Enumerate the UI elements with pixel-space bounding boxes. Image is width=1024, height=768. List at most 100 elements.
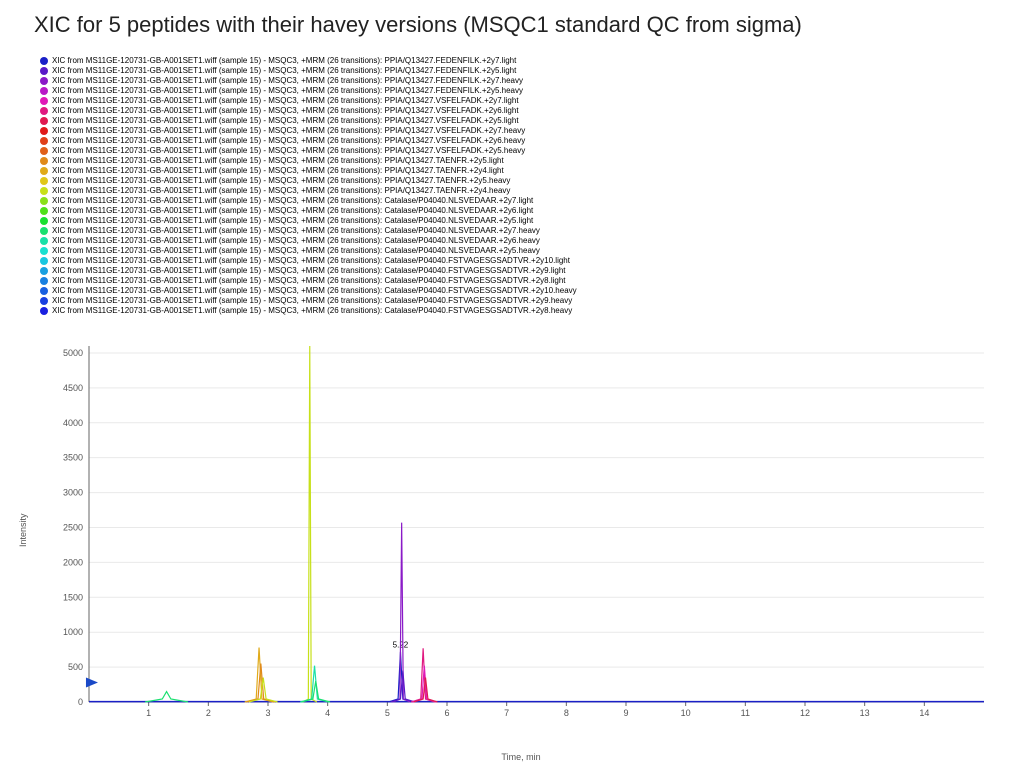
legend-item: XIC from MS11GE-120731-GB-A001SET1.wiff …	[40, 306, 577, 316]
legend-label: XIC from MS11GE-120731-GB-A001SET1.wiff …	[52, 236, 540, 246]
legend-item: XIC from MS11GE-120731-GB-A001SET1.wiff …	[40, 236, 577, 246]
svg-text:14: 14	[919, 708, 929, 718]
legend-label: XIC from MS11GE-120731-GB-A001SET1.wiff …	[52, 286, 577, 296]
svg-text:7: 7	[504, 708, 509, 718]
svg-text:4500: 4500	[63, 383, 83, 393]
legend-label: XIC from MS11GE-120731-GB-A001SET1.wiff …	[52, 166, 504, 176]
legend-label: XIC from MS11GE-120731-GB-A001SET1.wiff …	[52, 56, 516, 66]
legend-item: XIC from MS11GE-120731-GB-A001SET1.wiff …	[40, 216, 577, 226]
legend-item: XIC from MS11GE-120731-GB-A001SET1.wiff …	[40, 106, 577, 116]
legend-color-dot	[40, 127, 48, 135]
legend-color-dot	[40, 167, 48, 175]
legend-item: XIC from MS11GE-120731-GB-A001SET1.wiff …	[40, 266, 577, 276]
svg-text:8: 8	[564, 708, 569, 718]
legend-item: XIC from MS11GE-120731-GB-A001SET1.wiff …	[40, 206, 577, 216]
legend: XIC from MS11GE-120731-GB-A001SET1.wiff …	[40, 56, 577, 316]
legend-item: XIC from MS11GE-120731-GB-A001SET1.wiff …	[40, 126, 577, 136]
svg-text:0: 0	[78, 697, 83, 707]
legend-item: XIC from MS11GE-120731-GB-A001SET1.wiff …	[40, 116, 577, 126]
legend-item: XIC from MS11GE-120731-GB-A001SET1.wiff …	[40, 296, 577, 306]
svg-text:4: 4	[325, 708, 330, 718]
svg-text:3: 3	[265, 708, 270, 718]
legend-color-dot	[40, 247, 48, 255]
legend-color-dot	[40, 77, 48, 85]
legend-label: XIC from MS11GE-120731-GB-A001SET1.wiff …	[52, 86, 523, 96]
svg-text:2: 2	[206, 708, 211, 718]
legend-color-dot	[40, 137, 48, 145]
legend-item: XIC from MS11GE-120731-GB-A001SET1.wiff …	[40, 66, 577, 76]
legend-label: XIC from MS11GE-120731-GB-A001SET1.wiff …	[52, 246, 540, 256]
legend-color-dot	[40, 237, 48, 245]
legend-color-dot	[40, 107, 48, 115]
legend-label: XIC from MS11GE-120731-GB-A001SET1.wiff …	[52, 126, 525, 136]
legend-label: XIC from MS11GE-120731-GB-A001SET1.wiff …	[52, 306, 572, 316]
legend-label: XIC from MS11GE-120731-GB-A001SET1.wiff …	[52, 76, 523, 86]
legend-color-dot	[40, 207, 48, 215]
legend-label: XIC from MS11GE-120731-GB-A001SET1.wiff …	[52, 106, 519, 116]
svg-text:2500: 2500	[63, 522, 83, 532]
legend-label: XIC from MS11GE-120731-GB-A001SET1.wiff …	[52, 196, 533, 206]
legend-item: XIC from MS11GE-120731-GB-A001SET1.wiff …	[40, 226, 577, 236]
legend-color-dot	[40, 177, 48, 185]
legend-label: XIC from MS11GE-120731-GB-A001SET1.wiff …	[52, 256, 570, 266]
svg-text:5: 5	[385, 708, 390, 718]
legend-color-dot	[40, 157, 48, 165]
legend-color-dot	[40, 187, 48, 195]
legend-color-dot	[40, 297, 48, 305]
legend-label: XIC from MS11GE-120731-GB-A001SET1.wiff …	[52, 266, 566, 276]
legend-item: XIC from MS11GE-120731-GB-A001SET1.wiff …	[40, 246, 577, 256]
legend-color-dot	[40, 307, 48, 315]
legend-label: XIC from MS11GE-120731-GB-A001SET1.wiff …	[52, 226, 540, 236]
legend-label: XIC from MS11GE-120731-GB-A001SET1.wiff …	[52, 206, 533, 216]
legend-item: XIC from MS11GE-120731-GB-A001SET1.wiff …	[40, 76, 577, 86]
legend-item: XIC from MS11GE-120731-GB-A001SET1.wiff …	[40, 196, 577, 206]
svg-text:1500: 1500	[63, 592, 83, 602]
legend-item: XIC from MS11GE-120731-GB-A001SET1.wiff …	[40, 86, 577, 96]
xic-chart: Intensity 050010001500200025003000350040…	[34, 340, 1008, 744]
legend-label: XIC from MS11GE-120731-GB-A001SET1.wiff …	[52, 146, 525, 156]
legend-item: XIC from MS11GE-120731-GB-A001SET1.wiff …	[40, 256, 577, 266]
svg-text:10: 10	[681, 708, 691, 718]
legend-item: XIC from MS11GE-120731-GB-A001SET1.wiff …	[40, 96, 577, 106]
legend-item: XIC from MS11GE-120731-GB-A001SET1.wiff …	[40, 146, 577, 156]
svg-text:13: 13	[860, 708, 870, 718]
legend-color-dot	[40, 67, 48, 75]
legend-label: XIC from MS11GE-120731-GB-A001SET1.wiff …	[52, 116, 519, 126]
svg-text:4000: 4000	[63, 418, 83, 428]
legend-label: XIC from MS11GE-120731-GB-A001SET1.wiff …	[52, 296, 572, 306]
legend-item: XIC from MS11GE-120731-GB-A001SET1.wiff …	[40, 186, 577, 196]
legend-item: XIC from MS11GE-120731-GB-A001SET1.wiff …	[40, 276, 577, 286]
svg-text:12: 12	[800, 708, 810, 718]
legend-color-dot	[40, 197, 48, 205]
svg-text:3000: 3000	[63, 488, 83, 498]
legend-item: XIC from MS11GE-120731-GB-A001SET1.wiff …	[40, 56, 577, 66]
legend-label: XIC from MS11GE-120731-GB-A001SET1.wiff …	[52, 136, 525, 146]
legend-color-dot	[40, 147, 48, 155]
svg-text:6: 6	[444, 708, 449, 718]
legend-label: XIC from MS11GE-120731-GB-A001SET1.wiff …	[52, 96, 519, 106]
legend-item: XIC from MS11GE-120731-GB-A001SET1.wiff …	[40, 286, 577, 296]
svg-text:9: 9	[623, 708, 628, 718]
legend-item: XIC from MS11GE-120731-GB-A001SET1.wiff …	[40, 156, 577, 166]
legend-label: XIC from MS11GE-120731-GB-A001SET1.wiff …	[52, 66, 516, 76]
legend-color-dot	[40, 217, 48, 225]
legend-color-dot	[40, 97, 48, 105]
legend-color-dot	[40, 87, 48, 95]
svg-text:1000: 1000	[63, 627, 83, 637]
legend-color-dot	[40, 277, 48, 285]
chart-svg: 0500100015002000250030003500400045005000…	[34, 340, 994, 730]
legend-color-dot	[40, 117, 48, 125]
legend-label: XIC from MS11GE-120731-GB-A001SET1.wiff …	[52, 216, 533, 226]
legend-color-dot	[40, 227, 48, 235]
legend-color-dot	[40, 287, 48, 295]
legend-label: XIC from MS11GE-120731-GB-A001SET1.wiff …	[52, 276, 566, 286]
svg-text:3500: 3500	[63, 453, 83, 463]
legend-item: XIC from MS11GE-120731-GB-A001SET1.wiff …	[40, 136, 577, 146]
legend-label: XIC from MS11GE-120731-GB-A001SET1.wiff …	[52, 156, 504, 166]
svg-text:11: 11	[741, 708, 750, 718]
svg-text:5000: 5000	[63, 348, 83, 358]
svg-text:1: 1	[146, 708, 151, 718]
legend-label: XIC from MS11GE-120731-GB-A001SET1.wiff …	[52, 176, 510, 186]
legend-color-dot	[40, 57, 48, 65]
page-title: XIC for 5 peptides with their havey vers…	[0, 0, 1024, 44]
